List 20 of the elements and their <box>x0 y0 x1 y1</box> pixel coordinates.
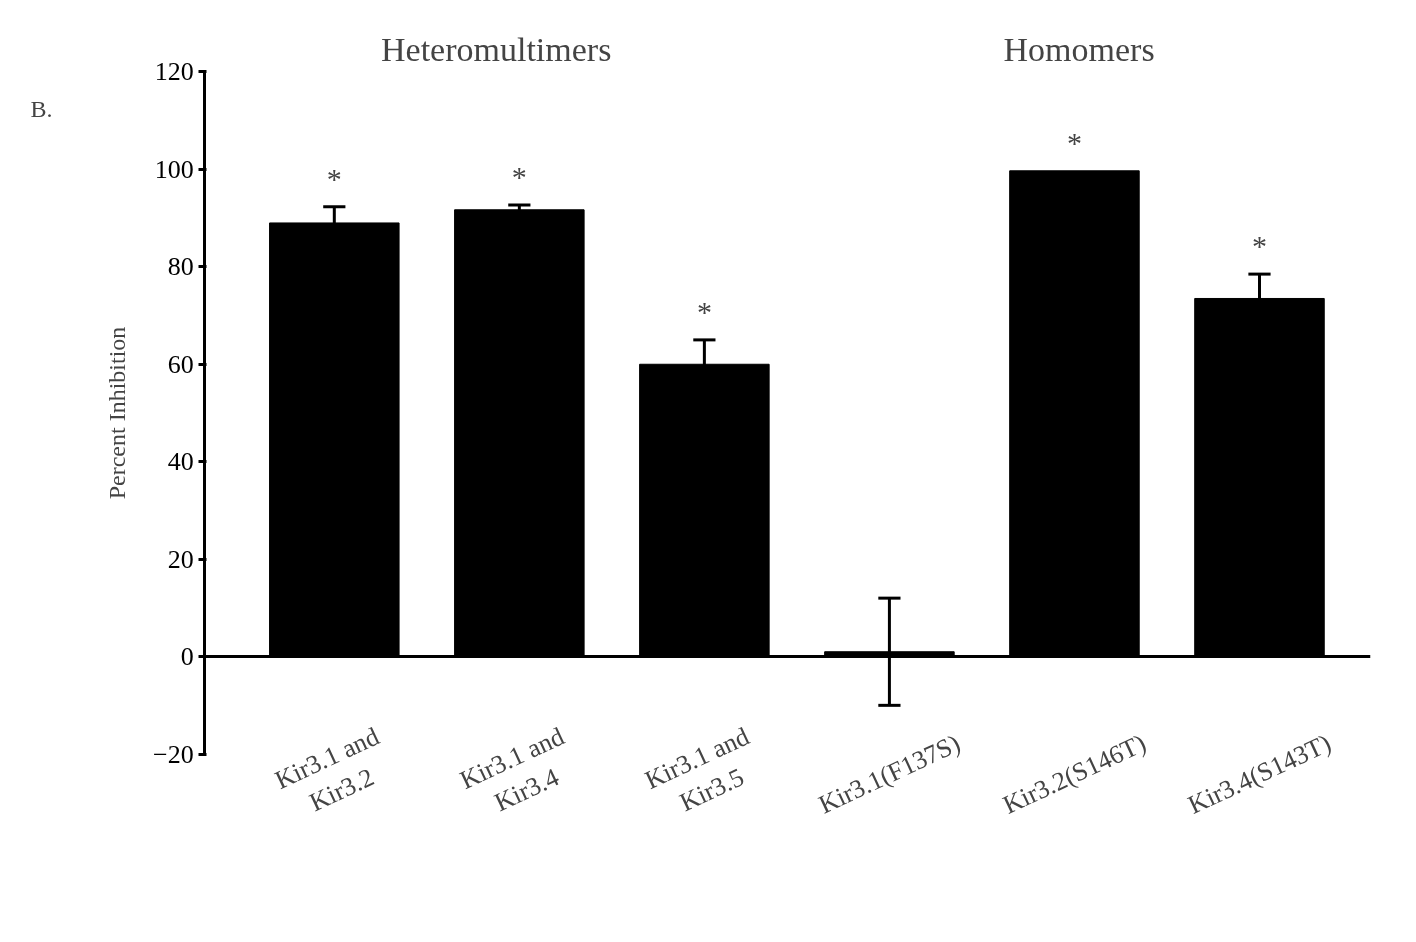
text: B. <box>30 95 53 122</box>
y-tick-label: 120 <box>154 57 194 87</box>
y-tick-label: 20 <box>167 544 194 574</box>
x-tick-label: Kir3.1 and Kir3.2 <box>270 721 384 818</box>
annotation: * <box>1066 125 1082 159</box>
y-tick-label: 40 <box>167 447 194 477</box>
y-tick-label: 80 <box>167 252 194 282</box>
y-tick-label: −20 <box>153 739 194 769</box>
annotation: * <box>326 161 342 195</box>
text: Homomers <box>1003 30 1155 68</box>
annotation: * <box>696 294 712 328</box>
y-axis-title: Percent Inhibition <box>103 326 130 500</box>
x-tick-label: Kir3.1 and Kir3.5 <box>640 721 754 818</box>
annotation: * <box>511 159 527 193</box>
y-tick-label: 100 <box>154 154 194 184</box>
text: Heteromultimers <box>381 30 612 68</box>
annotation: * <box>1251 229 1267 263</box>
y-tick-label: 0 <box>180 642 194 672</box>
y-tick-label: 60 <box>167 349 194 379</box>
x-tick-label: Kir3.1 and Kir3.4 <box>455 721 569 818</box>
